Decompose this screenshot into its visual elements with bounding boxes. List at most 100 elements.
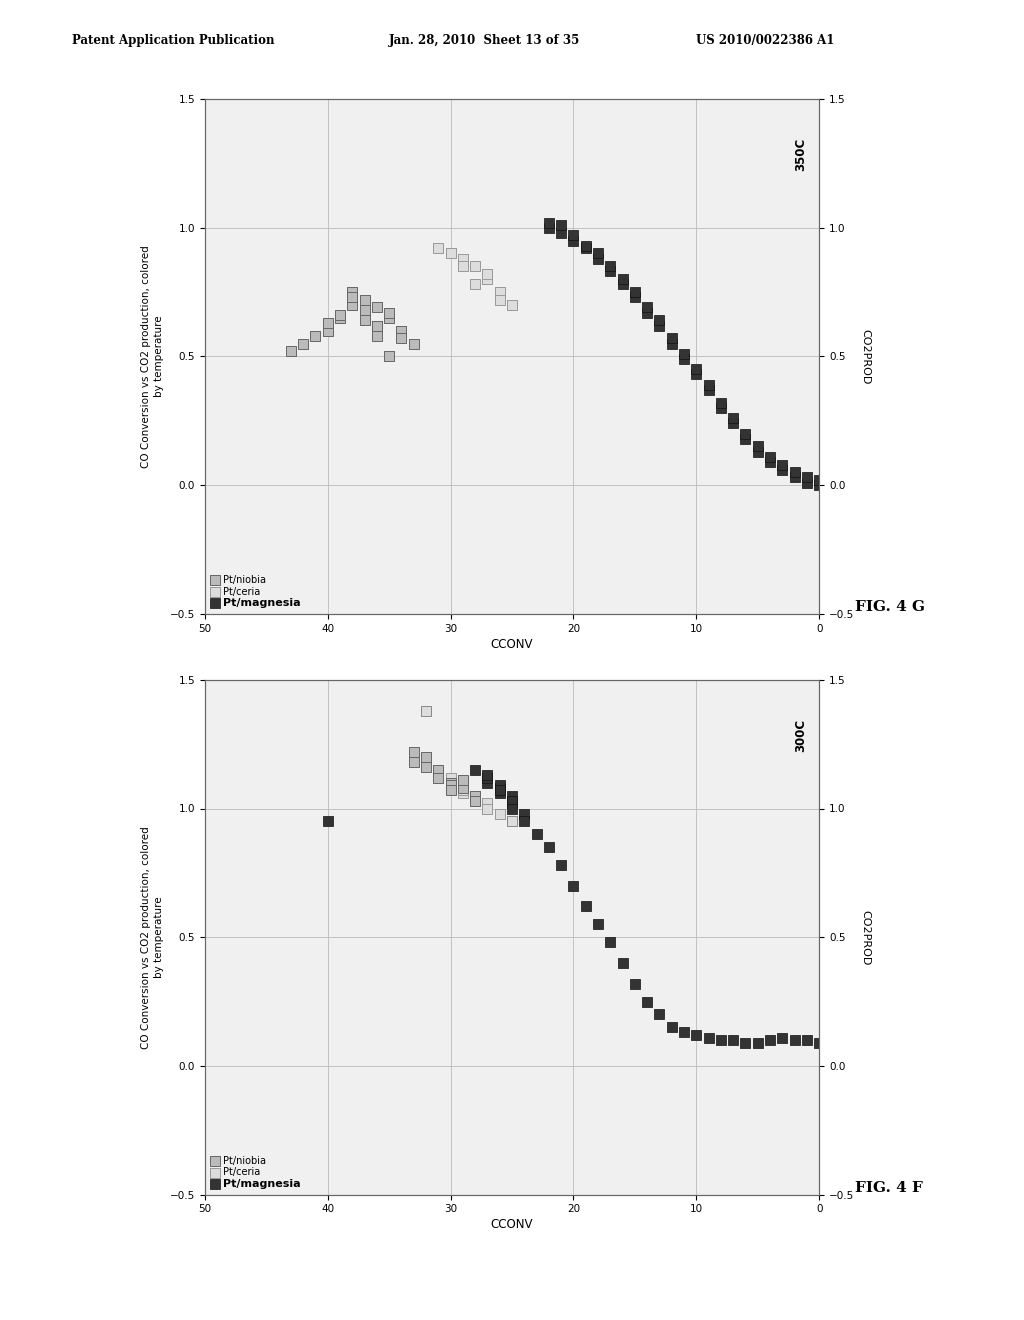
Point [479, 772, 496, 793]
Point [627, 281, 643, 302]
Point [676, 343, 692, 364]
Point [651, 315, 668, 337]
Point [516, 803, 532, 824]
Point [651, 1003, 668, 1024]
Point [799, 1030, 815, 1051]
Point [602, 261, 618, 282]
Text: FIG. 4 F: FIG. 4 F [855, 1180, 923, 1195]
Point [578, 238, 594, 259]
Point [492, 289, 508, 310]
Point [283, 341, 299, 362]
Point [713, 397, 729, 418]
Point [614, 268, 631, 289]
Point [750, 436, 766, 457]
Point [455, 777, 471, 799]
Point [774, 454, 791, 475]
Point [369, 325, 385, 346]
Point [492, 783, 508, 804]
Point [614, 953, 631, 974]
Point [590, 913, 606, 935]
Point [651, 310, 668, 331]
Point [713, 392, 729, 413]
Point [725, 413, 741, 434]
Legend: Pt/niobia, Pt/ceria, Pt/magnesia: Pt/niobia, Pt/ceria, Pt/magnesia [210, 1155, 302, 1189]
Point [516, 810, 532, 832]
Point [541, 216, 557, 238]
Point [676, 1022, 692, 1043]
Point [467, 256, 483, 277]
Point [750, 441, 766, 462]
Text: Patent Application Publication: Patent Application Publication [72, 34, 274, 48]
Point [442, 775, 459, 796]
X-axis label: CCONV: CCONV [490, 638, 534, 651]
Point [455, 248, 471, 269]
Point [295, 333, 311, 354]
Point [479, 268, 496, 289]
Point [369, 315, 385, 337]
Point [356, 289, 373, 310]
Point [381, 308, 397, 329]
Y-axis label: CO2PROD: CO2PROD [861, 329, 870, 384]
Point [467, 791, 483, 812]
Point [319, 810, 336, 832]
Point [602, 932, 618, 953]
Text: 300C: 300C [795, 718, 807, 751]
Point [369, 315, 385, 337]
Point [442, 780, 459, 801]
Point [737, 428, 754, 449]
Point [541, 837, 557, 858]
Point [344, 281, 360, 302]
Point [737, 1032, 754, 1053]
Point [664, 1016, 680, 1038]
Point [492, 803, 508, 824]
Point [553, 222, 569, 243]
Point [332, 308, 348, 329]
Point [369, 297, 385, 318]
Point [467, 785, 483, 807]
Point [479, 797, 496, 818]
Point [418, 747, 434, 768]
Point [639, 991, 655, 1012]
Point [406, 742, 422, 763]
Point [307, 325, 324, 346]
Point [774, 1027, 791, 1048]
Point [762, 451, 778, 473]
Point [504, 294, 520, 315]
Point [528, 824, 545, 845]
Point [479, 767, 496, 788]
Point [578, 235, 594, 256]
Point [430, 238, 446, 259]
Point [713, 1030, 729, 1051]
Point [406, 333, 422, 354]
Point [492, 281, 508, 302]
Point [565, 224, 582, 246]
Point [393, 319, 410, 341]
X-axis label: CCONV: CCONV [490, 1218, 534, 1232]
Point [504, 793, 520, 814]
Point [406, 751, 422, 772]
Point [356, 300, 373, 321]
Point [811, 470, 827, 491]
Point [467, 788, 483, 809]
Point [553, 215, 569, 236]
Y-axis label: CO Conversion vs CO2 production, colored
by temperature: CO Conversion vs CO2 production, colored… [141, 826, 164, 1048]
Point [504, 810, 520, 832]
Point [418, 700, 434, 721]
Point [467, 759, 483, 780]
Point [442, 772, 459, 793]
Point [467, 273, 483, 294]
Point [762, 446, 778, 467]
Point [762, 1030, 778, 1051]
Point [774, 459, 791, 480]
Point [504, 785, 520, 807]
Point [750, 1032, 766, 1053]
Point [639, 297, 655, 318]
Point [442, 767, 459, 788]
Point [356, 310, 373, 331]
Point [467, 785, 483, 807]
Point [737, 422, 754, 444]
Point [627, 286, 643, 308]
Point [700, 1027, 717, 1048]
Point [492, 777, 508, 799]
Point [700, 379, 717, 400]
